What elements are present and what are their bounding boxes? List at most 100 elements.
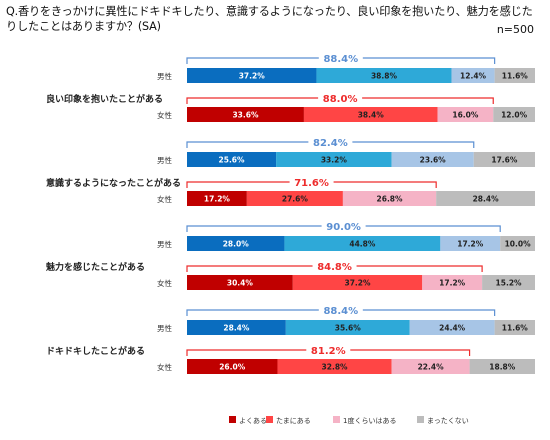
bar-segment — [187, 320, 286, 335]
segment-value-label: 17.2% — [457, 240, 484, 249]
total-label: 81.2% — [311, 346, 346, 357]
segment-value-label: 26.0% — [219, 363, 246, 372]
segment-value-label: 38.8% — [371, 72, 398, 81]
bar-segment — [316, 68, 452, 83]
row-label: 男性 — [157, 239, 172, 249]
total-label-bg — [318, 92, 363, 103]
category-label: ドキドキしたことがある — [46, 345, 145, 357]
total-label-bg — [308, 136, 353, 147]
segment-value-label: 30.4% — [227, 279, 254, 288]
bar-segment — [187, 152, 277, 167]
bar-segment — [303, 107, 438, 122]
bar-segment — [469, 359, 535, 374]
segment-value-label: 38.4% — [358, 111, 385, 120]
bar-segment — [500, 236, 535, 251]
total-label-bg — [321, 220, 366, 231]
segment-value-label: 17.2% — [204, 195, 231, 204]
bar-segment — [482, 275, 535, 290]
bar-segment — [187, 68, 317, 83]
row-label: 女性 — [157, 278, 172, 288]
segment-value-label: 37.2% — [239, 72, 266, 81]
bar-segment — [246, 191, 343, 206]
bar-segment — [276, 152, 392, 167]
total-label: 88.4% — [323, 306, 358, 317]
segment-value-label: 28.4% — [223, 324, 250, 333]
sample-size: n=500 — [496, 23, 534, 36]
total-label-bg — [312, 260, 357, 271]
bar-segment — [422, 275, 483, 290]
segment-value-label: 25.6% — [219, 156, 246, 165]
segment-value-label: 17.6% — [491, 156, 518, 165]
segment-value-label: 37.2% — [345, 279, 372, 288]
bar-segment — [391, 359, 470, 374]
bar-segment — [437, 107, 494, 122]
total-label: 82.4% — [313, 138, 348, 149]
bar-segment — [187, 275, 293, 290]
bar-segment — [187, 107, 304, 122]
legend-swatch — [229, 416, 236, 423]
segment-value-label: 12.0% — [501, 111, 528, 120]
segment-value-label: 18.8% — [489, 363, 516, 372]
segment-value-label: 28.0% — [223, 240, 250, 249]
row-label: 男性 — [157, 323, 172, 333]
bar-segment — [187, 359, 278, 374]
legend-label: 1度くらいはある — [343, 416, 396, 425]
bar-segment — [473, 152, 535, 167]
segment-value-label: 22.4% — [418, 363, 445, 372]
bar-segment — [187, 191, 247, 206]
total-label: 88.0% — [323, 94, 358, 105]
total-label-bg — [318, 52, 363, 63]
segment-value-label: 28.4% — [473, 195, 500, 204]
bar-segment — [391, 152, 474, 167]
legend-swatch — [266, 416, 273, 423]
total-label: 90.0% — [326, 222, 361, 233]
category-label: 魅力を感じたことがある — [46, 261, 145, 273]
segment-value-label: 17.2% — [439, 279, 466, 288]
segment-value-label: 33.2% — [321, 156, 348, 165]
category-label: 意識するようになったことがある — [46, 177, 181, 189]
segment-value-label: 33.6% — [232, 111, 259, 120]
segment-value-label: 12.4% — [460, 72, 487, 81]
total-label: 71.6% — [294, 178, 329, 189]
total-label: 88.4% — [323, 54, 358, 65]
bar-segment — [493, 107, 535, 122]
bar-segment — [285, 320, 410, 335]
segment-value-label: 23.6% — [420, 156, 447, 165]
bar-segment — [436, 191, 535, 206]
segment-value-label: 11.6% — [502, 324, 529, 333]
segment-value-label: 32.8% — [322, 363, 349, 372]
legend-swatch — [333, 416, 340, 423]
legend-label: まったくない — [427, 417, 469, 425]
legend-label: よくある — [239, 417, 267, 425]
total-label-bg — [306, 344, 351, 355]
row-label: 女性 — [157, 194, 172, 204]
bar-segment — [494, 320, 535, 335]
bar-segment — [292, 275, 423, 290]
legend-swatch — [417, 416, 424, 423]
category-label: 良い印象を抱いたことがある — [46, 93, 163, 105]
total-label: 84.8% — [317, 262, 352, 273]
bar-segment — [277, 359, 392, 374]
bar-segment — [451, 68, 495, 83]
row-label: 男性 — [157, 71, 172, 81]
segment-value-label: 44.8% — [349, 240, 376, 249]
segment-value-label: 35.6% — [335, 324, 362, 333]
row-label: 女性 — [157, 110, 172, 120]
segment-value-label: 27.6% — [282, 195, 309, 204]
segment-value-label: 11.6% — [502, 72, 529, 81]
bar-segment — [409, 320, 495, 335]
question-text: Q.香りをきっかけに異性にドキドキしたり、意識するようになったり、良い印象を抱い… — [6, 5, 533, 33]
row-label: 女性 — [157, 362, 172, 372]
bar-segment — [187, 236, 285, 251]
segment-value-label: 24.4% — [439, 324, 466, 333]
legend-label: たまにある — [276, 417, 311, 425]
bar-segment — [284, 236, 441, 251]
total-label-bg — [289, 176, 334, 187]
segment-value-label: 26.8% — [377, 195, 404, 204]
segment-value-label: 16.0% — [452, 111, 479, 120]
row-label: 男性 — [157, 155, 172, 165]
segment-value-label: 15.2% — [496, 279, 523, 288]
bar-segment — [342, 191, 437, 206]
bar-segment — [440, 236, 501, 251]
